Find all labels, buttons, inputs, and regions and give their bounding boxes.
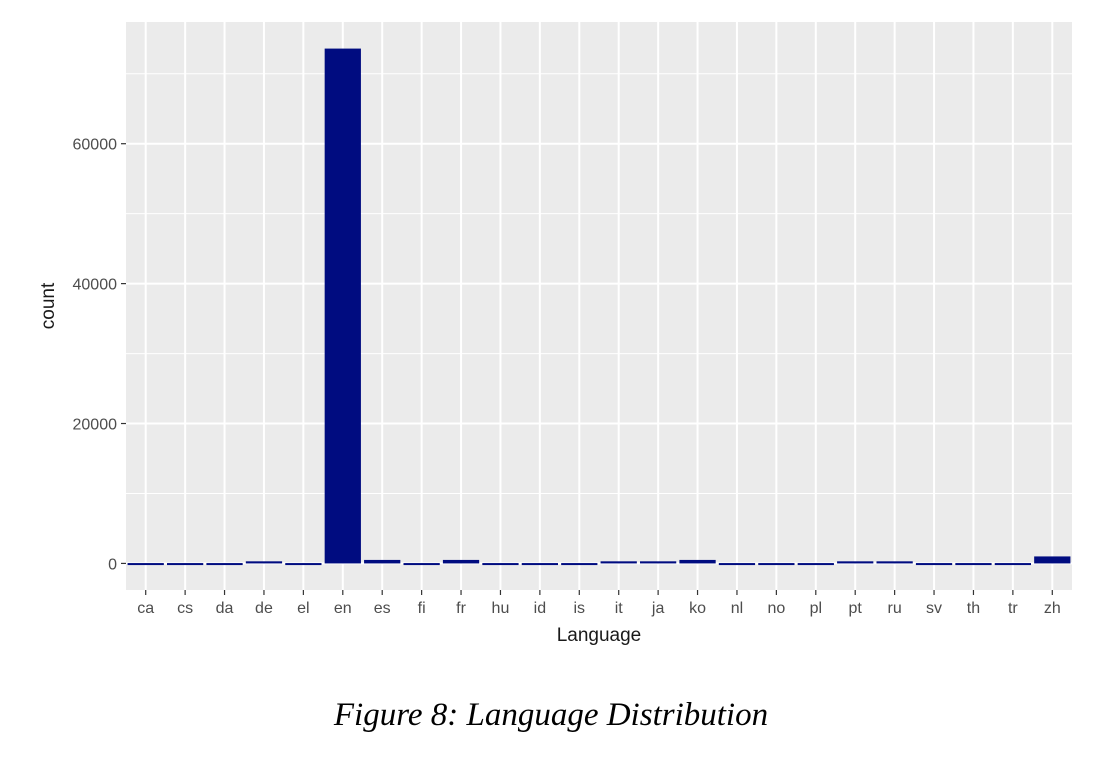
x-tick-label: ko — [689, 600, 706, 617]
x-tick-label: de — [255, 600, 273, 617]
x-tick-label: en — [334, 600, 352, 617]
bar-no — [758, 563, 795, 566]
x-tick-label: it — [615, 600, 624, 617]
y-axis-title: count — [38, 282, 59, 329]
y-axis: 0 20000 40000 60000 — [73, 137, 126, 573]
x-tick-label: ja — [651, 600, 665, 617]
x-axis-title: Language — [557, 625, 642, 646]
x-tick-label: hu — [492, 600, 510, 617]
x-tick-label: sv — [926, 600, 942, 617]
y-tick-label: 60000 — [73, 137, 118, 154]
bar-tr — [994, 563, 1032, 566]
x-tick-label: no — [767, 600, 785, 617]
minor-gridlines — [126, 73, 1072, 494]
bar-fi — [403, 563, 440, 566]
x-tick-label: is — [574, 600, 586, 617]
x-tick-label: tr — [1008, 600, 1018, 617]
bar-de — [245, 561, 283, 564]
bar-pl — [797, 563, 834, 566]
bar-es — [364, 559, 401, 564]
bar-ca — [127, 563, 164, 566]
bar-th — [955, 563, 992, 566]
bar-da — [206, 563, 243, 566]
figure-caption: Figure 8: Language Distribution — [333, 697, 769, 733]
x-axis: ca cs da de el en es fi fr hu id is it ja ko nl no pl pt ru… — [137, 590, 1061, 617]
x-tick-label: zh — [1044, 600, 1061, 617]
bar-ru — [876, 561, 913, 564]
bar-is — [561, 563, 598, 566]
bar-el — [285, 563, 322, 566]
x-tick-label: da — [216, 600, 234, 617]
x-tick-label: el — [297, 600, 309, 617]
bar-pt — [837, 561, 874, 564]
x-tick-label: fi — [418, 600, 426, 617]
x-tick-label: ca — [137, 600, 154, 617]
bar-it — [600, 561, 637, 564]
x-tick-label: pt — [849, 600, 863, 617]
bar-id — [521, 563, 559, 566]
bar-zh — [1034, 556, 1071, 564]
bar-hu — [482, 563, 519, 566]
x-tick-label: pl — [810, 600, 822, 617]
x-tick-label: ru — [888, 600, 902, 617]
y-tick-label: 40000 — [73, 277, 118, 294]
x-tick-label: es — [374, 600, 391, 617]
y-tick-label: 20000 — [73, 417, 118, 434]
bar-nl — [718, 563, 756, 566]
bar-cs — [166, 563, 204, 566]
bar-sv — [915, 563, 953, 566]
bar-en — [324, 48, 361, 564]
y-tick-label: 0 — [108, 556, 117, 573]
bar-ko — [679, 559, 716, 564]
x-tick-label: cs — [177, 600, 193, 617]
bar-chart: 0 20000 40000 60000 ca cs da de el en es fi fr hu id i… — [38, 22, 1072, 646]
bar-fr — [442, 559, 480, 564]
bars — [127, 48, 1071, 566]
plot-panel — [126, 22, 1072, 590]
x-tick-label: id — [534, 600, 546, 617]
x-tick-label: nl — [731, 600, 743, 617]
x-tick-label: fr — [456, 600, 466, 617]
bar-ja — [639, 561, 677, 564]
x-tick-label: th — [967, 600, 980, 617]
